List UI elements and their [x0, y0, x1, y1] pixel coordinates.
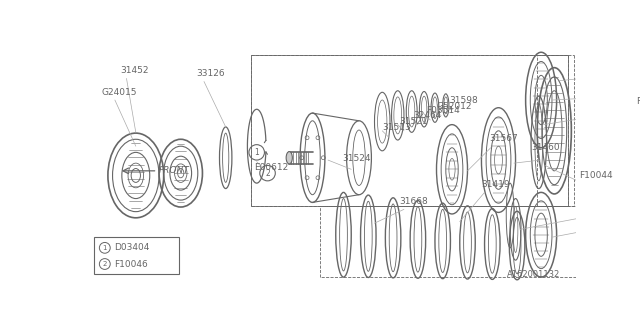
Text: 31460: 31460 — [531, 143, 559, 152]
Text: F10044: F10044 — [636, 97, 640, 106]
Text: G24015: G24015 — [102, 88, 137, 97]
Text: 33126: 33126 — [196, 69, 225, 78]
Text: 31598: 31598 — [449, 96, 477, 105]
Text: 2: 2 — [102, 261, 107, 267]
Bar — [94, 237, 179, 274]
Text: 1: 1 — [102, 245, 107, 251]
Text: 31521: 31521 — [399, 117, 428, 126]
Text: F10046: F10046 — [114, 260, 148, 268]
Text: G52012: G52012 — [436, 102, 472, 111]
Text: 1: 1 — [254, 148, 259, 157]
Text: E00612: E00612 — [254, 164, 289, 172]
Text: F10044: F10044 — [579, 171, 612, 180]
Ellipse shape — [286, 152, 292, 164]
Text: 31524: 31524 — [342, 154, 371, 163]
Text: 31668: 31668 — [399, 197, 428, 206]
Text: F03514: F03514 — [426, 106, 460, 116]
Text: 32464: 32464 — [413, 111, 442, 120]
Text: D03404: D03404 — [114, 243, 150, 252]
Text: 31567: 31567 — [489, 134, 518, 143]
Text: 2: 2 — [265, 169, 270, 178]
Text: 31452: 31452 — [120, 66, 149, 75]
Text: A162001132: A162001132 — [508, 270, 561, 279]
Text: FRONT: FRONT — [159, 166, 190, 175]
Text: 31419: 31419 — [481, 180, 510, 189]
Text: 31513: 31513 — [382, 123, 411, 132]
